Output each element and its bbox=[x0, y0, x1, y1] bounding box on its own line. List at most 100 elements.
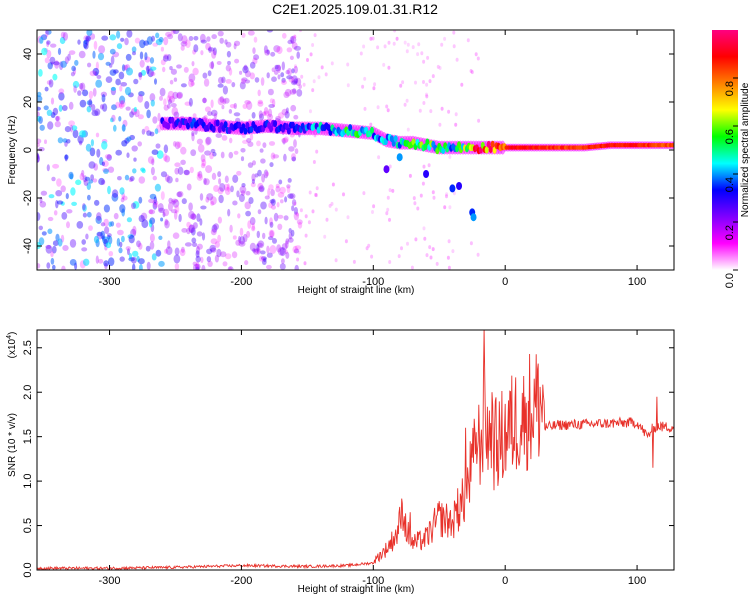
spectrogram-cell bbox=[51, 176, 56, 182]
spectrogram-cell bbox=[139, 264, 143, 270]
spectrogram-cell bbox=[266, 252, 273, 258]
spectrogram-cell bbox=[289, 193, 296, 200]
spectrogram-cell bbox=[39, 124, 45, 131]
spectrogram-cell bbox=[277, 74, 281, 80]
spectrogram-cell bbox=[133, 78, 139, 85]
spectrogram-cell bbox=[220, 151, 225, 159]
spectrogram-ridge bbox=[423, 143, 428, 151]
spectrogram-cell bbox=[140, 212, 148, 221]
spectrogram-cell bbox=[196, 138, 203, 145]
spectrogram-cell bbox=[112, 189, 119, 198]
spectrogram-cell bbox=[119, 95, 126, 105]
spectrogram-cell bbox=[291, 75, 298, 85]
spectrogram-cell bbox=[117, 176, 122, 181]
spectrogram-cell bbox=[302, 82, 306, 87]
spectrogram-cell bbox=[249, 133, 254, 141]
spectrogram-cell bbox=[284, 196, 288, 203]
spectrogram-cell bbox=[170, 68, 177, 75]
spectrogram-cell bbox=[52, 107, 59, 116]
spectrogram-ridge bbox=[670, 143, 674, 148]
spectrogram-cell bbox=[101, 179, 106, 185]
spectrogram-cell bbox=[115, 222, 121, 228]
spectrogram-cell bbox=[106, 154, 112, 161]
spectrogram-cell bbox=[86, 30, 93, 36]
spectrogram-cell bbox=[281, 80, 287, 85]
spectrogram-cell bbox=[219, 96, 225, 103]
spectrogram-cell bbox=[342, 192, 345, 197]
spectrogram-cell bbox=[373, 82, 377, 87]
spectrogram-cell bbox=[293, 139, 297, 148]
spectrogram-cell bbox=[157, 112, 161, 122]
spectrogram-cell bbox=[97, 52, 105, 61]
spectrogram-cell bbox=[200, 33, 206, 43]
spectrogram-cell bbox=[126, 152, 130, 158]
spectrogram-cell bbox=[447, 109, 451, 114]
spectrogram-cell bbox=[425, 94, 429, 99]
spectrogram-cell bbox=[253, 248, 261, 254]
spectrogram-cell bbox=[242, 139, 249, 144]
spectrogram-cell bbox=[61, 212, 68, 220]
spectrogram-cell bbox=[148, 209, 156, 215]
spectrogram-cell bbox=[61, 265, 66, 270]
spectrogram-cell bbox=[245, 210, 252, 217]
spectrogram-cell bbox=[397, 254, 401, 259]
spectrogram-cell bbox=[88, 90, 93, 100]
spectrogram-cell bbox=[388, 217, 391, 222]
spectrogram-cell bbox=[155, 143, 161, 149]
spectrogram-cell bbox=[252, 248, 256, 253]
snr-ytick-label: 0.5 bbox=[22, 518, 34, 533]
snr-xtick-label: -200 bbox=[230, 575, 252, 587]
spectrogram-cell bbox=[96, 148, 101, 158]
spectrogram-cell bbox=[188, 36, 194, 41]
spectrogram-cell bbox=[168, 197, 173, 204]
spectrogram-cell bbox=[163, 53, 169, 60]
spectrogram-cell bbox=[77, 39, 81, 45]
spectrogram-cell bbox=[179, 248, 186, 257]
spectrogram-cell bbox=[174, 247, 180, 256]
spectrogram-cell bbox=[241, 32, 246, 38]
spectrogram-cell bbox=[431, 74, 435, 79]
spectrogram-cell bbox=[109, 34, 117, 41]
spectrogram-cell bbox=[440, 42, 444, 47]
spectrogram-cell bbox=[46, 164, 50, 172]
spectrogram-cell bbox=[48, 79, 54, 88]
spectrogram-cell bbox=[93, 235, 100, 244]
spectrogram-cell bbox=[210, 201, 215, 206]
spectrogram-cell bbox=[138, 196, 143, 204]
spectrogram-cell bbox=[416, 206, 420, 211]
spectrogram-cell bbox=[281, 77, 286, 83]
spectrogram-ytick-label: -20 bbox=[22, 190, 34, 206]
spectrogram-cell bbox=[427, 163, 431, 168]
spectrogram-cell bbox=[192, 242, 198, 247]
spectrogram-cell bbox=[102, 103, 108, 112]
spectrogram-cell bbox=[213, 223, 220, 230]
spectrogram-cell bbox=[422, 101, 426, 105]
spectrogram-cell bbox=[202, 72, 208, 79]
spectrogram-cell bbox=[210, 196, 217, 206]
spectrogram-cell bbox=[141, 69, 146, 76]
spectrogram-cell bbox=[216, 248, 222, 258]
spectrogram-cell bbox=[369, 36, 373, 41]
spectrogram-cell bbox=[288, 76, 295, 83]
spectrogram-cell bbox=[126, 136, 132, 142]
colorbar-tick-label: 0.4 bbox=[724, 177, 736, 192]
spectrogram-cell bbox=[151, 158, 155, 166]
spectrogram-cell bbox=[264, 195, 270, 200]
spectrogram-cell bbox=[256, 242, 264, 247]
spectrogram-cell bbox=[291, 199, 297, 206]
spectrogram-cell bbox=[76, 221, 84, 229]
spectrogram-ytick-label: -40 bbox=[22, 238, 34, 254]
spectrogram-cell bbox=[152, 175, 157, 181]
spectrogram-cell bbox=[408, 173, 412, 178]
spectrogram-cell bbox=[109, 69, 117, 76]
spectrogram-cell bbox=[266, 72, 270, 79]
spectrogram-ridge bbox=[166, 122, 171, 130]
spectrogram-cell bbox=[150, 99, 155, 107]
spectrogram-cell bbox=[239, 236, 245, 245]
spectrogram-cell bbox=[212, 151, 217, 157]
spectrogram-cell bbox=[227, 266, 234, 270]
spectrogram-cell bbox=[125, 53, 132, 61]
spectrogram-cell bbox=[260, 158, 266, 164]
spectrogram-cell bbox=[296, 257, 300, 262]
spectrogram-cell bbox=[320, 65, 324, 70]
